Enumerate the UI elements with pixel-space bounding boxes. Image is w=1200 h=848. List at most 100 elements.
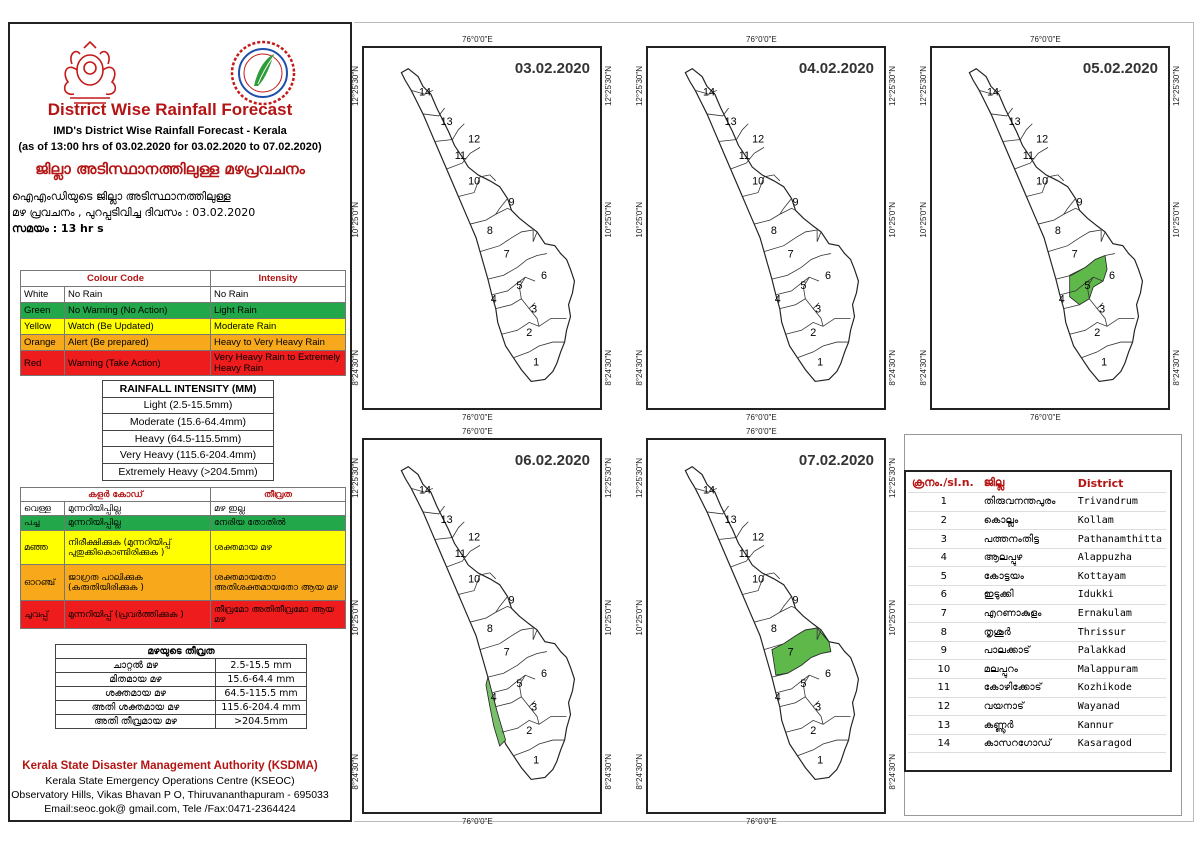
coordinate-label: 76°0'0"E: [462, 35, 493, 44]
district-label: 2: [526, 725, 532, 737]
district-label: 9: [792, 196, 798, 208]
map-panel: 1 2 3 4 5 6 7 8 9 10 11 12 13 14 03.02.2020: [362, 46, 602, 410]
intensity-range: 64.5-115.5 mm: [215, 686, 307, 701]
district-border: [1055, 253, 1115, 280]
colour-code-table: Colour Code Intensity White No Rain No R…: [20, 270, 346, 376]
intensity-label: ശക്തമായ മഴ: [55, 686, 216, 701]
district-name-en: Pathanamthitta: [1073, 529, 1166, 549]
district-label: 6: [541, 668, 547, 680]
intensity-range: >204.5mm: [215, 714, 307, 729]
desc-ml-line-2: മഴ പ്രവചനം , പുറപ്പടിവിച്ച ദിവസം : 03.02…: [12, 206, 256, 219]
district-border: [1026, 174, 1065, 197]
district-row: 11 കോഴിക്കോട് Kozhikode: [908, 678, 1166, 698]
district-name-ml: കണ്ണൂർ: [979, 715, 1074, 735]
code-cell: മുന്നറിയിപ്പില്ല: [64, 501, 211, 516]
map-date: 05.02.2020: [1082, 60, 1158, 77]
district-number: 7: [908, 604, 980, 624]
district-label: 5: [800, 280, 806, 292]
coordinate-label: 76°0'0"E: [462, 413, 493, 422]
intensity-cell: നേരിയ തോതിൽ: [210, 515, 346, 531]
coordinate-label: 10°25'0"N: [919, 202, 928, 238]
district-label: 12: [752, 531, 764, 543]
district-label: 8: [487, 623, 493, 635]
coordinate-label: 12°25'30"N: [919, 66, 928, 107]
district-name-en: Ernakulam: [1073, 604, 1166, 624]
district-label: 11: [1023, 150, 1034, 162]
district-label: 10: [468, 176, 480, 188]
intensity-header: Intensity: [210, 270, 346, 287]
district-border: [532, 627, 538, 640]
colour-cell: Red: [20, 350, 65, 376]
district-border: [487, 253, 547, 280]
table-row: പച്ച മുന്നറിയിപ്പില്ല നേരിയ തോതിൽ: [20, 515, 346, 531]
district-border: [491, 674, 536, 694]
coordinate-label: 12°25'30"N: [888, 458, 897, 499]
district-border: [990, 107, 1013, 117]
district-label: 3: [1099, 304, 1105, 316]
district-label: 7: [1072, 249, 1078, 261]
district-label: 14: [703, 484, 715, 496]
code-cell: മുന്നറിയിപ്പില്ല: [64, 515, 211, 531]
district-name-ml: വയനാട്: [979, 697, 1074, 717]
code-cell: ജാഗ്രത പാലിക്കുക (കരുതിയിരിക്കുക ): [64, 564, 211, 601]
district-name-en: Kollam: [1073, 511, 1166, 531]
map-panel: 1 2 3 4 5 6 7 8 9 10 11 12 13 14 07.02.2020: [646, 438, 886, 814]
district-table-box: [904, 470, 1172, 772]
district-label: 4: [775, 692, 781, 704]
district-label: 6: [541, 270, 547, 282]
district-border: [458, 572, 497, 595]
colour-cell: Yellow: [20, 318, 65, 335]
dt-header-ml: ജില്ല: [979, 474, 1074, 494]
coordinate-label: 8°24'30"N: [919, 350, 928, 386]
district-label: 1: [533, 357, 539, 369]
district-border: [797, 341, 849, 359]
district-border: [802, 674, 810, 697]
district-border: [779, 596, 792, 613]
district-label: 9: [1076, 196, 1082, 208]
district-label: 7: [504, 249, 510, 261]
district-number: 10: [908, 659, 980, 680]
district-border: [479, 627, 534, 650]
district-border: [434, 123, 465, 142]
footer-centre: Kerala State Emergency Operations Centre…: [45, 775, 295, 787]
district-label: 11: [739, 548, 750, 560]
map-panel: 1 2 3 4 5 6 7 8 9 10 11 12 13 14 05.02.2020: [930, 46, 1170, 410]
district-label: 14: [703, 86, 715, 98]
district-label: 5: [516, 280, 522, 292]
district-border: [718, 521, 749, 540]
coordinate-label: 10°25'0"N: [635, 600, 644, 636]
colour-code-header: Colour Code: [20, 270, 211, 287]
table-row: മഞ്ഞ നിരീക്ഷിക്കുക (മുന്നറിയിപ്പ് പുതുക്…: [20, 530, 346, 565]
district-border: [422, 505, 445, 515]
district-border: [730, 147, 765, 170]
district-border: [706, 107, 729, 117]
district-number: 5: [908, 566, 980, 587]
table-row: വെള്ള മുന്നറിയിപ്പില്ല മഴ ഇല്ല: [20, 501, 346, 516]
district-label: 3: [531, 702, 537, 714]
district-label: 9: [792, 594, 798, 606]
district-border: [528, 308, 540, 327]
district-name-ml: തൃശൂർ: [979, 622, 1074, 642]
coordinate-label: 76°0'0"E: [746, 35, 777, 44]
intensity-cell: Very Heavy Rain to Extremely Heavy Rain: [210, 350, 346, 376]
desc-ml-line-3: സമയം : 13 hr s: [12, 222, 104, 235]
district-name-en: Kozhikode: [1073, 678, 1166, 698]
district-name-en: Malappuram: [1073, 659, 1166, 680]
district-number: 6: [908, 585, 980, 605]
district-border: [763, 627, 818, 650]
intensity-cell: Moderate Rain: [210, 318, 346, 335]
coordinate-label: 8°24'30"N: [635, 754, 644, 790]
intensity-label: അതി തീവ്രമായ മഴ: [55, 714, 216, 729]
coordinate-label: 10°25'0"N: [635, 202, 644, 238]
colour-code-header-ml: കളർ കോഡ്: [20, 487, 211, 502]
district-border: [785, 318, 851, 335]
district-border: [779, 198, 792, 215]
colour-cell: വെള്ള: [20, 501, 65, 516]
intensity-cell: തീവ്രമോ അതിതീവ്രമോ ആയ മഴ: [210, 600, 346, 629]
coordinate-label: 76°0'0"E: [746, 427, 777, 436]
district-border: [1059, 276, 1104, 296]
code-cell: Warning (Take Action): [64, 350, 211, 376]
district-border: [771, 651, 831, 678]
